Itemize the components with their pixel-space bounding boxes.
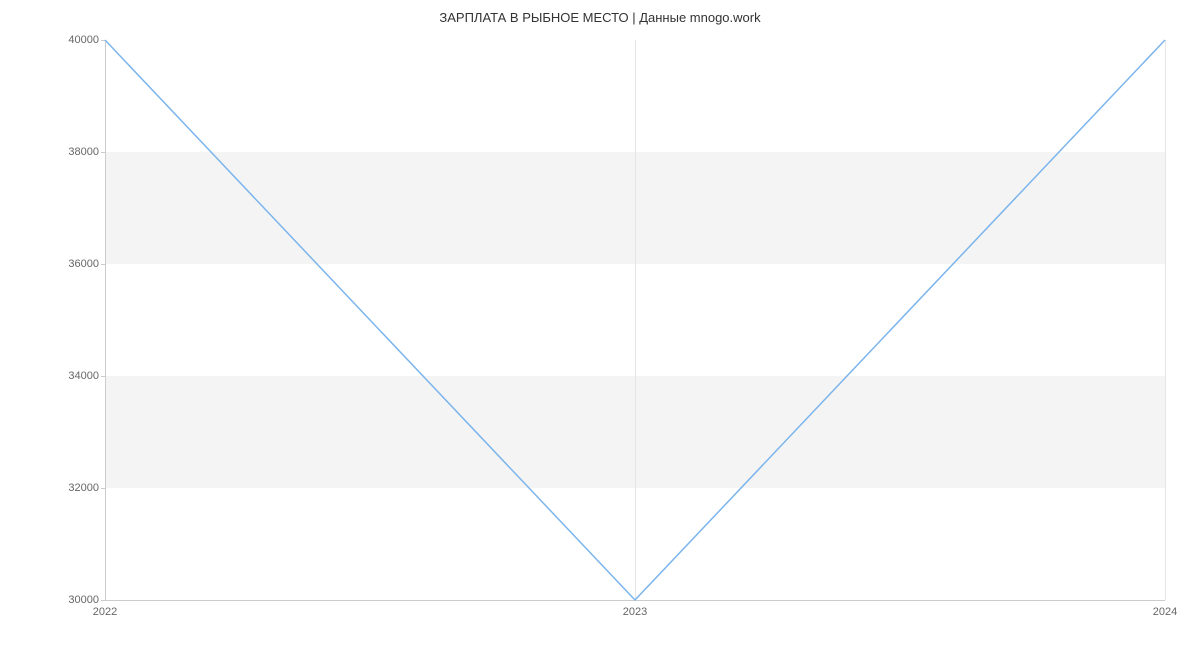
chart-title: ЗАРПЛАТА В РЫБНОЕ МЕСТО | Данные mnogo.w… (0, 10, 1200, 25)
y-tick-label: 38000 (68, 146, 99, 158)
y-tick-label: 36000 (68, 258, 99, 270)
series-layer (105, 40, 1165, 600)
y-tick (101, 600, 105, 601)
x-tick-label: 2022 (93, 606, 117, 618)
salary-line-chart: ЗАРПЛАТА В РЫБНОЕ МЕСТО | Данные mnogo.w… (0, 0, 1200, 650)
x-tick-label: 2023 (623, 606, 647, 618)
y-tick-label: 40000 (68, 34, 99, 46)
y-tick-label: 34000 (68, 370, 99, 382)
series-line-salary (105, 40, 1165, 600)
x-tick-label: 2024 (1153, 606, 1177, 618)
plot-area: 3000032000340003600038000400002022202320… (105, 40, 1165, 600)
x-gridline (1165, 40, 1166, 600)
y-tick-label: 30000 (68, 594, 99, 606)
y-tick-label: 32000 (68, 482, 99, 494)
